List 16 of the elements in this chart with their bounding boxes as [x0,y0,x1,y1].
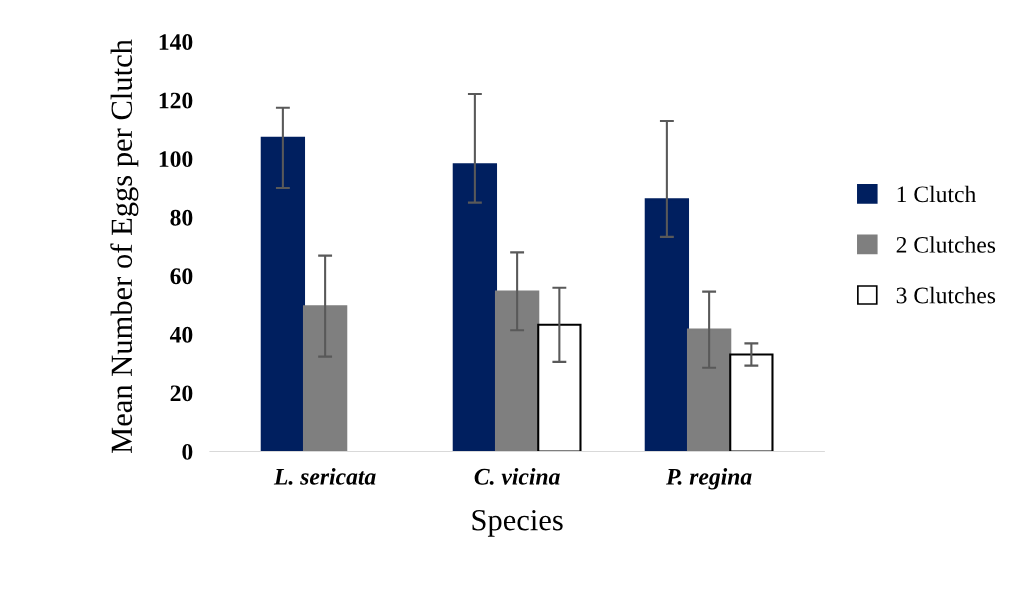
y-tick-label: 60 [170,268,193,285]
y-tick-label: 20 [170,385,193,402]
x-tick-label: L. sericata [273,468,376,485]
y-axis-title: Mean Number of Eggs per Clutch [110,39,139,454]
legend-label: 2 Clutches [896,236,996,253]
x-axis-title: Species [472,509,563,537]
y-tick-label: 140 [159,34,193,50]
y-tick-label: 0 [182,443,193,460]
legend-label: 3 Clutches [896,286,996,304]
x-tick-label: C. vicina [474,468,560,485]
y-tick-label: 80 [170,209,193,226]
x-tick-label: P. regina [666,468,752,490]
legend-label: 1 Clutch [897,185,976,203]
y-tick-label: 40 [169,326,193,343]
y-tick-label: 100 [159,151,193,168]
y-tick-label: 120 [159,92,193,109]
